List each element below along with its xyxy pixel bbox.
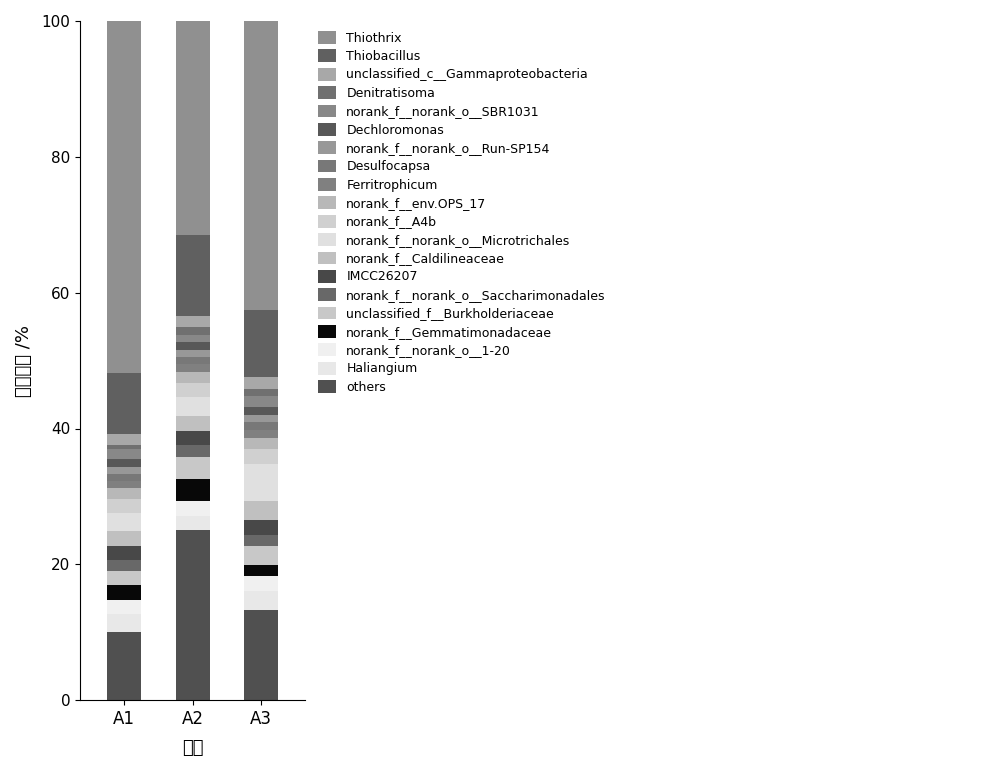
Bar (176, 364, 210, 371)
Bar (176, 342, 210, 350)
Bar (244, 577, 278, 591)
Bar (107, 614, 141, 632)
Legend: Thiothrix, Thiobacillus, unclassified_c__Gammaproteobacteria, Denitratisoma, nor: Thiothrix, Thiobacillus, unclassified_c_… (314, 27, 610, 398)
Bar (244, 430, 278, 438)
Bar (107, 600, 141, 614)
Bar (244, 591, 278, 610)
Bar (176, 416, 210, 431)
Bar (244, 547, 278, 565)
Bar (176, 398, 210, 416)
Bar (244, 422, 278, 430)
Bar (244, 501, 278, 520)
Bar (107, 632, 141, 700)
Bar (244, 378, 278, 389)
Bar (107, 546, 141, 560)
Bar (244, 535, 278, 547)
Bar (244, 438, 278, 449)
Bar (176, 327, 210, 335)
Bar (176, 456, 210, 479)
Bar (107, 21, 141, 373)
Bar (244, 310, 278, 378)
Bar (107, 459, 141, 466)
Bar (244, 610, 278, 700)
Bar (176, 479, 210, 501)
Bar (244, 449, 278, 464)
Bar (107, 449, 141, 459)
Bar (244, 464, 278, 501)
Bar (176, 350, 210, 357)
Bar (107, 474, 141, 481)
Bar (176, 501, 210, 516)
Bar (107, 499, 141, 513)
Bar (107, 481, 141, 488)
Bar (107, 466, 141, 474)
Bar (244, 389, 278, 396)
Bar (244, 408, 278, 415)
Bar (107, 585, 141, 600)
Bar (176, 383, 210, 398)
Bar (176, 21, 210, 235)
Bar (176, 371, 210, 383)
Bar (244, 415, 278, 422)
X-axis label: 样品: 样品 (182, 739, 203, 757)
Bar (176, 317, 210, 327)
Bar (244, 396, 278, 408)
Bar (107, 488, 141, 499)
Bar (176, 357, 210, 364)
Bar (244, 21, 278, 310)
Bar (107, 513, 141, 531)
Bar (176, 431, 210, 445)
Y-axis label: 相对丰度 /%: 相对丰度 /% (15, 324, 33, 397)
Bar (107, 445, 141, 449)
Bar (176, 530, 210, 700)
Bar (176, 235, 210, 317)
Bar (107, 571, 141, 585)
Bar (176, 516, 210, 530)
Bar (107, 434, 141, 445)
Bar (176, 445, 210, 456)
Bar (176, 335, 210, 342)
Bar (107, 531, 141, 546)
Bar (107, 373, 141, 434)
Bar (107, 560, 141, 571)
Bar (244, 520, 278, 535)
Bar (244, 565, 278, 577)
